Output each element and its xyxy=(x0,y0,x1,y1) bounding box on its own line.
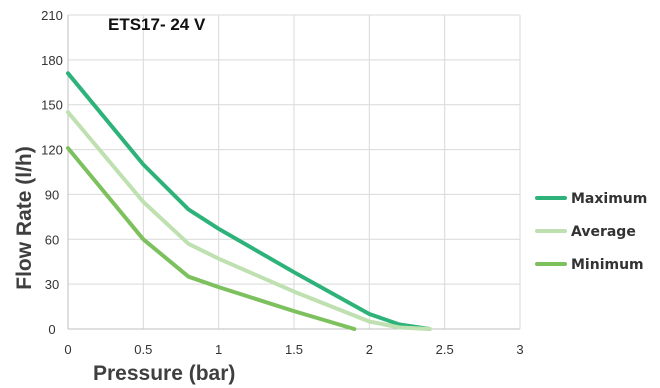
x-tick-label: 1 xyxy=(215,342,222,357)
y-tick-label: 180 xyxy=(41,53,63,68)
y-axis-title: Flow Rate (l/h) xyxy=(13,146,36,290)
series-line-maximum xyxy=(66,71,432,331)
legend-label-minimum: Minimum xyxy=(571,257,644,273)
legend-label-maximum: Maximum xyxy=(571,191,647,207)
x-tick-label: 3 xyxy=(516,342,523,357)
x-tick-label: 0.5 xyxy=(134,342,152,357)
series-layer xyxy=(66,71,432,331)
chart-title: ETS17- 24 V xyxy=(108,15,206,34)
y-tick-label: 60 xyxy=(45,232,59,247)
x-tick-label: 2.5 xyxy=(436,342,454,357)
x-tick-label: 0 xyxy=(64,342,71,357)
legend: Maximum Average Minimum xyxy=(535,191,647,273)
y-tick-label: 150 xyxy=(41,98,63,113)
y-tick-label: 120 xyxy=(41,143,63,158)
y-tick-label: 30 xyxy=(45,277,59,292)
x-tick-label: 2 xyxy=(366,342,373,357)
y-tick-label: 0 xyxy=(48,322,55,337)
y-tick-label: 210 xyxy=(41,8,63,23)
axes xyxy=(67,15,520,330)
series-line-minimum xyxy=(66,146,357,331)
x-tick-label: 1.5 xyxy=(285,342,303,357)
x-axis-title: Pressure (bar) xyxy=(93,362,235,385)
series-line-average xyxy=(66,110,432,331)
grid xyxy=(68,14,521,329)
legend-label-average: Average xyxy=(571,224,636,240)
y-tick-label: 90 xyxy=(45,187,59,202)
